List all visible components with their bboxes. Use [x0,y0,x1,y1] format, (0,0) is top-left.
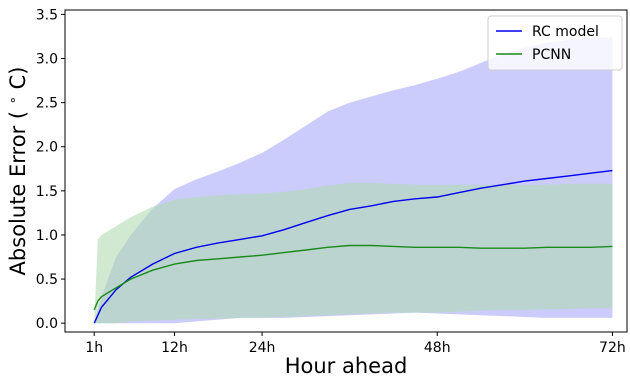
y-tick-label: 3.5 [36,7,58,23]
legend-box [487,15,623,71]
plot-frame [64,9,628,333]
line-pcnn [93,244,613,311]
y-axis-title-main: Absolute Error ( [6,111,30,276]
y-axis-title: Absolute Error ( ∘ C) [0,67,30,276]
x-axis-ticks: 1h 12h 24h 48h 72h [85,332,626,356]
y-tick-label: 0.5 [36,272,58,288]
y-tick-label: 2.0 [36,140,58,156]
line-rc-model [93,169,613,324]
y-tick-label: 2.5 [36,96,58,112]
legend-label-rc-model: RC model [532,24,599,40]
x-axis-title: Hour ahead [285,354,408,378]
y-tick-label: 0.0 [36,316,58,332]
x-tick-label: 48h [424,340,451,356]
band-pcnn [94,182,613,324]
x-tick-label: 12h [161,340,188,356]
x-tick-label: 1h [85,340,103,356]
y-axis-title-degree: ∘ [6,96,21,104]
y-tick-label: 3.0 [36,52,58,68]
legend: RC model PCNN [487,15,623,71]
series-lines [93,169,613,324]
y-axis-ticks: 0.0 0.5 1.0 1.5 2.0 2.5 3.0 3.5 [36,7,65,332]
confidence-bands [94,37,613,324]
legend-label-pcnn: PCNN [532,47,571,63]
y-tick-label: 1.0 [36,228,58,244]
x-tick-label: 24h [249,340,276,356]
y-axis-title-unit: C) [6,67,30,90]
y-tick-label: 1.5 [36,184,58,200]
x-tick-label: 72h [599,340,626,356]
